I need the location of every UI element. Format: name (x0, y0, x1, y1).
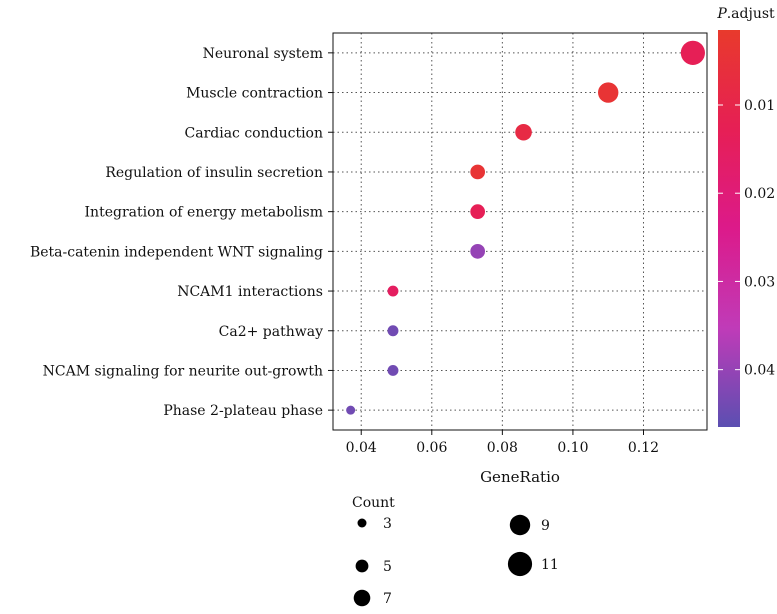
x-tick-label: 0.10 (557, 440, 588, 456)
count-legend-label: 11 (541, 557, 559, 573)
x-tick-label: 0.08 (487, 440, 518, 456)
x-axis-ticks: 0.04 0.06 0.08 0.10 0.12 (346, 430, 659, 456)
y-tick-label: Beta-catenin independent WNT signaling (30, 244, 323, 260)
data-point (470, 164, 486, 180)
x-axis-title: GeneRatio (480, 468, 560, 486)
data-point (515, 123, 532, 141)
data-points (346, 40, 705, 415)
colorbar-gradient (718, 30, 740, 427)
count-legend-title: Count (352, 495, 395, 511)
colorbar-tick-label: 0.02 (744, 186, 775, 202)
x-tick-label: 0.04 (346, 440, 377, 456)
data-point (680, 40, 705, 65)
grid-lines (333, 33, 707, 430)
y-tick-label: NCAM signaling for neurite out-growth (43, 363, 323, 379)
y-tick-label: Integration of energy metabolism (85, 205, 323, 221)
y-tick-label: Ca2+ pathway (219, 324, 323, 340)
colorbar-title: P.adjust (716, 6, 775, 22)
y-tick-label: Neuronal system (203, 46, 323, 62)
data-point (470, 204, 486, 219)
y-tick-label: Muscle contraction (186, 86, 323, 102)
count-size-legend: Count 3 5 7 9 11 (352, 495, 559, 607)
colorbar-tick-label: 0.01 (744, 98, 775, 114)
colorbar-tick-label: 0.04 (744, 363, 775, 379)
count-legend-entries: 3 5 7 9 11 (353, 514, 559, 607)
count-legend-swatch (353, 589, 371, 607)
data-point (387, 325, 399, 337)
data-point (346, 405, 356, 415)
count-legend-swatch (509, 514, 531, 536)
colorbar-title-rest: .adjust (727, 6, 775, 22)
count-legend-label: 7 (383, 591, 392, 607)
y-tick-label: Phase 2-plateau phase (163, 403, 323, 419)
data-point (598, 82, 619, 103)
data-point (387, 285, 399, 297)
colorbar-tick-label: 0.03 (744, 274, 775, 290)
count-legend-label: 3 (383, 516, 392, 532)
count-legend-swatch (355, 559, 369, 573)
y-tick-label: NCAM1 interactions (177, 284, 323, 300)
count-legend-label: 9 (541, 518, 550, 534)
y-tick-label: Regulation of insulin secretion (105, 165, 323, 181)
colorbar-ticks: 0.01 0.02 0.03 0.04 (718, 98, 775, 379)
x-tick-label: 0.12 (628, 440, 659, 456)
data-point (387, 365, 399, 376)
count-legend-swatch (357, 518, 367, 528)
count-legend-label: 5 (383, 559, 392, 575)
x-tick-label: 0.06 (416, 440, 447, 456)
data-point (470, 244, 486, 259)
plot-frame (332, 32, 708, 431)
y-tick-label: Cardiac conduction (185, 125, 323, 141)
count-legend-swatch (507, 551, 533, 577)
colorbar-title-italic: P (716, 6, 727, 22)
y-axis-ticks: Neuronal system Muscle contraction Cardiac… (30, 46, 333, 419)
p-adjust-colorbar: P.adjust 0.01 0.02 0.03 0.04 (716, 6, 775, 427)
